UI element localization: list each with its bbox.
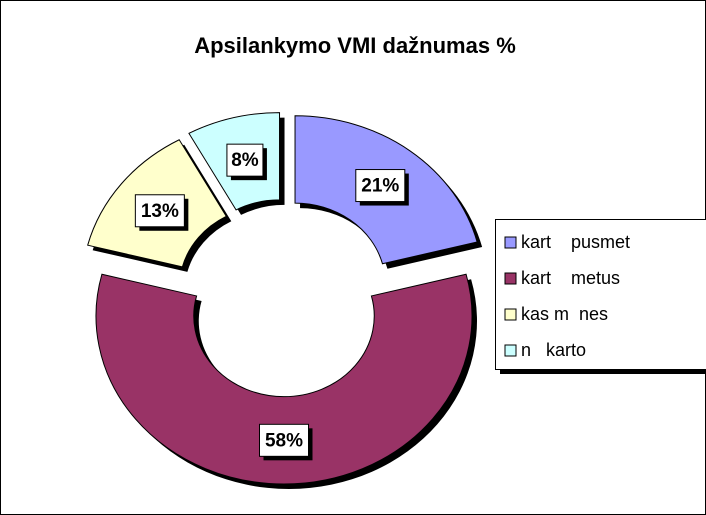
chart-title: Apsilankymo VMI dažnumas %	[194, 33, 516, 58]
legend-label: kas m nes	[521, 304, 608, 324]
legend-swatch	[504, 344, 517, 357]
legend-label: kart pusmet	[521, 232, 630, 252]
data-label: 13%	[141, 201, 179, 222]
label-box	[259, 423, 309, 457]
legend-label: kart metus	[521, 268, 620, 288]
label-box	[226, 143, 264, 177]
legend	[495, 219, 706, 370]
slice	[95, 273, 473, 485]
label-box	[355, 169, 406, 203]
legend-swatch	[504, 272, 517, 285]
legend-swatch	[504, 236, 517, 249]
data-label: 8%	[231, 150, 259, 171]
label-box	[134, 194, 185, 228]
data-label: 21%	[361, 176, 399, 197]
legend-swatch	[504, 308, 517, 321]
legend-label: n karto	[521, 340, 586, 360]
data-label: 58%	[265, 430, 303, 451]
